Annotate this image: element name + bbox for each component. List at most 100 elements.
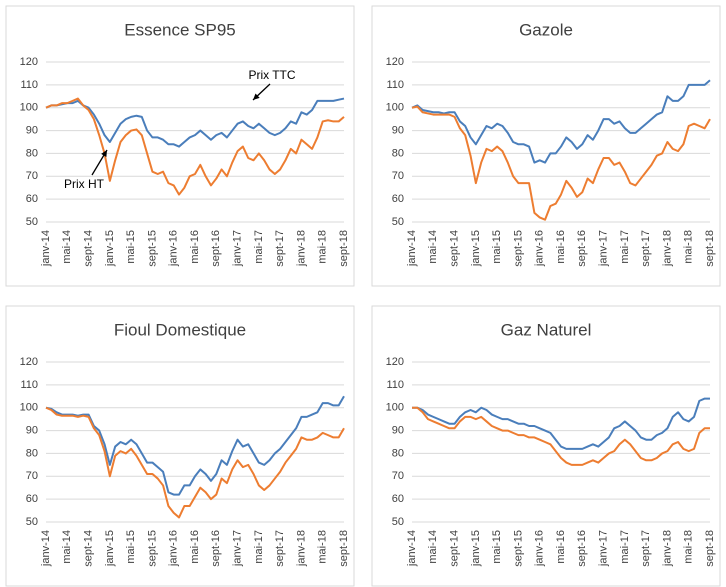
x-tick-label: mai-16 — [555, 530, 567, 564]
x-tick-label: mai-15 — [125, 230, 137, 264]
x-tick-label: janv-18 — [295, 530, 307, 567]
y-tick-label: 50 — [26, 216, 38, 228]
x-tick-label: sept-16 — [576, 230, 588, 267]
y-tick-label: 110 — [386, 79, 404, 91]
x-tick-label: sept-15 — [512, 230, 524, 267]
x-tick-label: janv-15 — [470, 230, 482, 267]
x-tick-label: janv-18 — [661, 230, 673, 267]
x-tick-label: sept-14 — [82, 230, 94, 267]
x-tick-label: mai-15 — [491, 230, 503, 264]
y-tick-label: 100 — [20, 102, 38, 114]
x-tick-label: janv-17 — [231, 230, 243, 267]
y-tick-label: 120 — [386, 356, 404, 368]
y-tick-label: 100 — [386, 102, 404, 114]
x-tick-label: sept-16 — [210, 230, 222, 267]
x-tick-label: sept-18 — [338, 230, 350, 267]
x-tick-label: sept-17 — [274, 230, 286, 267]
y-tick-label: 60 — [26, 493, 38, 505]
series-annotation: Prix TTC — [248, 68, 295, 82]
y-tick-label: 120 — [20, 56, 38, 68]
x-tick-label: mai-14 — [61, 530, 73, 564]
x-tick-label: mai-16 — [189, 230, 201, 264]
x-tick-label: sept-18 — [704, 530, 716, 567]
panel-border — [371, 305, 721, 587]
y-tick-label: 120 — [386, 56, 404, 68]
y-tick-label: 120 — [20, 356, 38, 368]
chart-title: Gazole — [519, 20, 573, 39]
series-line — [45, 97, 345, 148]
y-tick-label: 70 — [392, 470, 404, 482]
x-tick-label: sept-15 — [146, 530, 158, 567]
x-tick-label: mai-16 — [189, 530, 201, 564]
series-annotation: Prix HT — [64, 177, 105, 191]
x-tick-label: sept-18 — [704, 230, 716, 267]
series-line — [412, 406, 710, 466]
y-tick-label: 100 — [20, 402, 38, 414]
y-tick-label: 60 — [26, 193, 38, 205]
x-tick-label: janv-15 — [470, 530, 482, 567]
x-tick-label: sept-14 — [82, 530, 94, 567]
x-tick-label: mai-15 — [125, 530, 137, 564]
y-tick-label: 80 — [26, 447, 38, 459]
x-tick-label: sept-14 — [448, 530, 460, 567]
x-tick-label: mai-17 — [619, 230, 631, 264]
x-tick-label: sept-17 — [274, 530, 286, 567]
x-tick-label: janv-18 — [661, 530, 673, 567]
x-tick-label: mai-16 — [555, 230, 567, 264]
x-tick-label: mai-17 — [253, 530, 265, 564]
y-tick-label: 60 — [392, 193, 404, 205]
y-tick-label: 70 — [392, 170, 404, 182]
series-line — [45, 97, 345, 196]
y-tick-label: 80 — [26, 147, 38, 159]
y-tick-label: 90 — [26, 424, 38, 436]
y-tick-label: 50 — [392, 516, 404, 528]
chart-title: Fioul Domestique — [114, 320, 246, 339]
y-tick-label: 90 — [26, 124, 38, 136]
x-tick-label: mai-14 — [61, 230, 73, 264]
y-tick-label: 110 — [386, 379, 404, 391]
series-line — [412, 397, 710, 450]
chart-panel: Gaz Naturel 50 60 70 80 90 100 110 120 janv-14 mai… — [371, 305, 721, 587]
x-tick-label: mai-18 — [317, 530, 329, 564]
x-tick-label: mai-17 — [253, 230, 265, 264]
x-tick-label: mai-15 — [491, 530, 503, 564]
arrow-head — [101, 150, 107, 157]
y-tick-label: 60 — [392, 493, 404, 505]
series-line — [411, 105, 711, 221]
x-tick-label: janv-18 — [295, 230, 307, 267]
y-tick-label: 110 — [20, 79, 38, 91]
x-tick-label: mai-14 — [427, 530, 439, 564]
x-tick-label: sept-16 — [576, 530, 588, 567]
series-line — [45, 406, 345, 519]
x-tick-label: sept-16 — [210, 530, 222, 567]
chart-title: Essence SP95 — [124, 20, 236, 39]
x-tick-label: janv-17 — [231, 530, 243, 567]
x-tick-label: sept-17 — [640, 230, 652, 267]
x-tick-label: sept-15 — [512, 530, 524, 567]
x-tick-label: janv-16 — [534, 230, 546, 267]
x-tick-label: sept-17 — [640, 530, 652, 567]
x-tick-label: janv-15 — [104, 230, 116, 267]
y-tick-label: 110 — [20, 379, 38, 391]
x-tick-label: mai-18 — [683, 230, 695, 264]
x-tick-label: janv-14 — [406, 530, 418, 567]
x-tick-label: janv-16 — [168, 530, 180, 567]
x-tick-label: janv-14 — [406, 230, 418, 267]
x-tick-label: mai-18 — [317, 230, 329, 264]
y-tick-label: 80 — [392, 447, 404, 459]
chart-panel: Fioul Domestique 50 60 70 80 90 100 110 120 janv-… — [5, 305, 355, 587]
x-tick-label: janv-16 — [534, 530, 546, 567]
y-tick-label: 80 — [392, 147, 404, 159]
chart-title: Gaz Naturel — [501, 320, 592, 339]
x-tick-label: mai-17 — [619, 530, 631, 564]
x-tick-label: janv-14 — [40, 530, 52, 567]
y-tick-label: 90 — [392, 424, 404, 436]
x-tick-label: janv-17 — [597, 530, 609, 567]
y-tick-label: 70 — [26, 470, 38, 482]
y-tick-label: 70 — [26, 170, 38, 182]
chart-panel: Gazole 50 60 70 80 90 100 110 120 janv-14 mai-14 se… — [371, 5, 721, 287]
x-tick-label: sept-18 — [338, 530, 350, 567]
x-tick-label: janv-15 — [104, 530, 116, 567]
x-tick-label: janv-14 — [40, 230, 52, 267]
